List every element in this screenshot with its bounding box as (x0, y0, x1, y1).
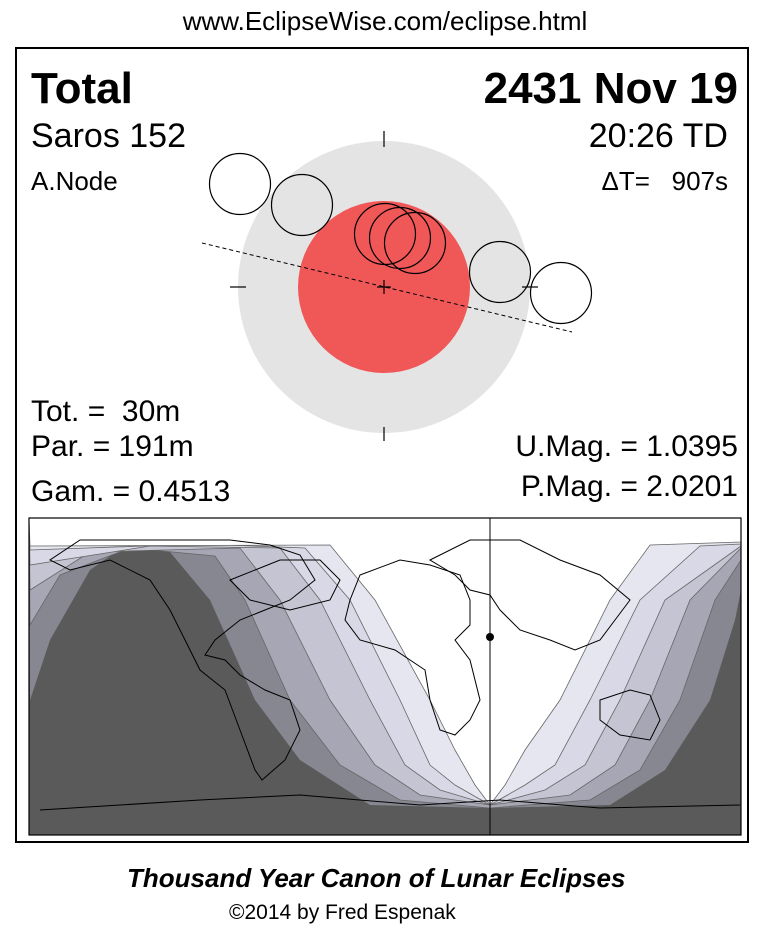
moon-position (270, 173, 334, 237)
delta-t: ΔT= 907s (601, 166, 728, 196)
partial-duration: Par. = 191m (31, 430, 194, 463)
map-border (28, 517, 742, 836)
moon-position (468, 240, 532, 304)
ecliptic-line (201, 242, 573, 333)
map-south-night (29, 812, 741, 835)
eclipse-type: Total (31, 64, 133, 113)
eclipse-date: 2431 Nov 19 (483, 64, 738, 113)
moon-position (383, 211, 447, 275)
continent-outline (344, 559, 481, 736)
eclipse-figure-frame (15, 47, 749, 843)
moon-position (368, 206, 432, 270)
copyright: ©2014 by Fred Espenak (229, 901, 456, 924)
gamma: Gam. = 0.4513 (31, 475, 231, 508)
moon-position (529, 261, 593, 325)
eclipse-time: 20:26 TD (588, 117, 728, 155)
moon-position (208, 152, 272, 216)
node: A.Node (31, 166, 118, 196)
continent-outline (428, 539, 631, 651)
penumbral-magnitude: P.Mag. = 2.0201 (520, 470, 738, 503)
canon-title: Thousand Year Canon of Lunar Eclipses (127, 863, 626, 893)
saros-number: Saros 152 (31, 117, 186, 155)
continent-outline (599, 689, 661, 741)
umbral-magnitude: U.Mag. = 1.0395 (515, 430, 738, 463)
continent-outline (39, 794, 741, 811)
greatest-eclipse-point (486, 633, 494, 641)
visibility-band (28, 517, 742, 806)
source-url: www.EclipseWise.com/eclipse.html (182, 6, 588, 36)
continent-outline (49, 539, 316, 781)
total-duration: Tot. = 30m (31, 395, 181, 428)
continent-outline (229, 559, 341, 611)
